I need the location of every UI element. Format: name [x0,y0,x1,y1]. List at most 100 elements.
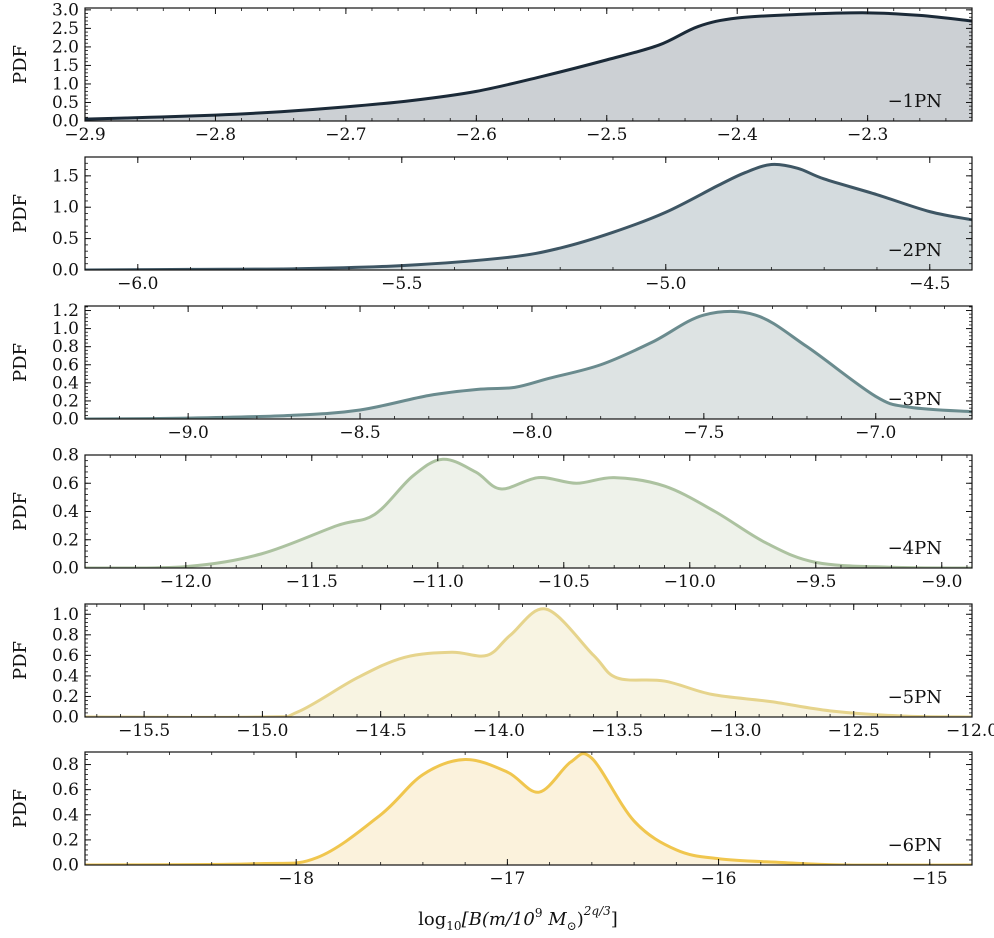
x-tick-label: −10.0 [664,572,716,592]
y-tick-label: 1.2 [52,301,79,321]
axes-frame [84,751,973,866]
y-tick-label: 1.0 [52,605,79,625]
y-tick-label: 0.4 [52,373,79,393]
panel-4: −12.0 −11.5 −11.0 −10.5 −10.0 −9.5 −9.0 0.0 0.2 0… [10,446,973,592]
axes-frame [84,603,973,718]
y-tick-label: 0.0 [52,559,79,579]
pdf-area [85,164,972,270]
pdf-curve [85,607,972,717]
y-tick-label: 3.0 [52,0,79,20]
x-tick-label: −2.9 [64,125,105,145]
y-axis-label: PDF [10,343,31,382]
y-tick-label: 0.0 [52,410,79,430]
y-tick-label: 0.6 [52,646,79,666]
panel-1: −2.9 −2.8 −2.7 −2.6 −2.5 −2.4 −2.3 0.00.51.01.5… [10,0,973,145]
x-tick-label: −10.5 [538,572,590,592]
y-tick-label: 0.4 [52,666,79,686]
pdf-curve [85,11,972,121]
y-tick-label: 0.8 [52,755,79,775]
pdf-area [85,753,972,865]
x-tick-label: −15.5 [118,721,170,741]
y-tick-label: 0.2 [52,530,79,550]
y-tick-label: 1.0 [52,198,79,218]
x-label-log: log [418,909,446,930]
x-label-sup9: 9 [535,906,543,920]
x-tick-label: −9.0 [167,423,208,443]
panel-5: −15.5 −15.0 −14.5 −14.0 −13.5 −13.0 −12.5 −12.0… [10,603,994,741]
y-tick-label: 0.2 [52,687,79,707]
y-tick-label: 0.0 [52,261,79,281]
panel-annotation: −5PN [888,687,942,708]
y-tick-label: 0.6 [52,474,79,494]
panel-3: −9.0 −8.5 −8.0 −7.5 −7.0 0.00.20.40.60.81.01.… [10,301,973,443]
x-tick-label: −18 [278,869,314,889]
x-label-end: ] [611,909,618,930]
x-tick-label: −13.0 [709,721,761,741]
x-tick-label: −2.6 [456,125,497,145]
x-tick-label: −11.0 [412,572,464,592]
x-tick-label: −16 [701,869,737,889]
y-tick-label: 2.5 [52,19,79,39]
x-label-sub: 10 [446,919,461,933]
panel-annotation: −6PN [888,835,942,856]
y-axis-label: PDF [10,789,31,828]
y-tick-label: 0.4 [52,805,79,825]
x-tick-label: −8.5 [339,423,380,443]
x-axis-label: log10[B(m/109 M⊙)2q/3] [418,904,618,933]
x-tick-label: −2.5 [586,125,627,145]
x-label-exponent: 2q/3 [583,904,611,918]
x-tick-label: −7.5 [683,423,724,443]
x-tick-label: −7.0 [855,423,896,443]
x-tick-label: −13.5 [591,721,643,741]
panel-annotation: −4PN [888,538,942,559]
y-tick-label: 0.0 [52,708,79,728]
y-axis-label: PDF [10,194,31,233]
y-tick-label: 0.6 [52,780,79,800]
pdf-area [85,459,972,568]
pdf-curve [85,752,972,865]
x-tick-label: −2.8 [195,125,236,145]
y-axis-label: PDF [10,492,31,531]
y-tick-label: 0.5 [52,229,79,249]
axes-frame [84,305,973,420]
panel-annotation: −1PN [888,91,942,112]
x-tick-label: −5.0 [645,274,686,294]
x-tick-label: −12.0 [160,572,212,592]
y-tick-label: 1.0 [52,74,79,94]
y-tick-label: 2.0 [52,37,79,57]
x-tick-label: −4.5 [909,274,950,294]
y-tick-label: 0.2 [52,391,79,411]
y-axis-label: PDF [10,45,31,84]
y-tick-label: 0.5 [52,93,79,113]
y-tick-label: 0.4 [52,502,79,522]
x-tick-label: −9.0 [921,572,962,592]
panel-2: −6.0 −5.5 −5.0 −4.5 0.0 0.5 1.0 1.5 PDF −2PN [10,156,973,294]
y-tick-label: 0.8 [52,337,79,357]
x-tick-label: −12.0 [946,721,994,741]
panel-annotation: −2PN [888,240,942,261]
x-label-bracket: [B(m/10 [462,909,535,930]
x-tick-label: −2.4 [717,125,758,145]
x-label-odot: ⊙ [567,919,577,933]
y-tick-label: 0.8 [52,446,79,466]
x-tick-label: −8.0 [511,423,552,443]
x-tick-label: −15.0 [236,721,288,741]
y-tick-label: 0.0 [52,856,79,876]
pdf-area [85,608,972,717]
x-tick-label: −15 [912,869,948,889]
pdf-curve [85,309,972,419]
y-tick-label: 1.0 [52,319,79,339]
y-tick-label: 1.5 [52,166,79,186]
x-tick-label: −2.7 [325,125,366,145]
x-tick-label: −11.5 [286,572,338,592]
panel-annotation: −3PN [888,389,942,410]
pdf-area [85,311,972,419]
x-label-m: M [543,909,568,930]
panel-6: −18 −17 −16 −15 0.0 0.2 0.4 0.6 0.8 PDF −6PN [10,751,973,889]
x-tick-label: −12.5 [828,721,880,741]
x-tick-label: −6.0 [117,274,158,294]
y-axis-label: PDF [10,641,31,680]
pdf-curve [85,457,972,568]
y-tick-label: 1.5 [52,56,79,76]
